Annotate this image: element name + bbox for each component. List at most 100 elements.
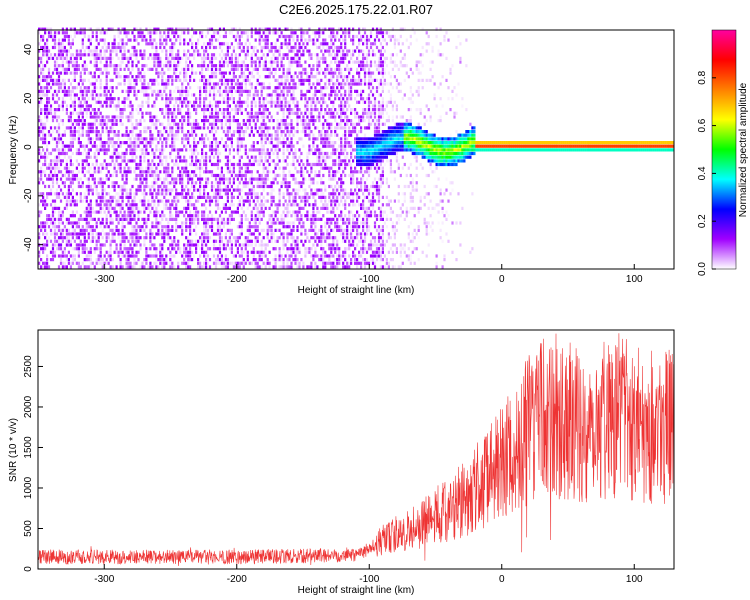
heatmap-cell xyxy=(97,93,100,97)
heatmap-cell xyxy=(262,144,265,148)
heatmap-cell xyxy=(101,38,104,42)
heatmap-cell xyxy=(238,137,241,141)
heatmap-cell xyxy=(240,108,243,112)
heatmap-cell xyxy=(169,243,172,247)
heatmap-cell xyxy=(298,148,301,152)
heatmap-cell xyxy=(220,93,223,97)
heatmap-cell xyxy=(105,71,108,75)
heatmap-cell xyxy=(236,82,239,86)
heatmap-cell xyxy=(205,45,208,50)
heatmap-cell xyxy=(55,192,59,196)
heatmap-cell xyxy=(193,122,196,126)
heatmap-cell xyxy=(111,56,114,60)
heatmap-cell xyxy=(218,34,222,39)
heatmap-cell xyxy=(139,133,142,137)
heatmap-cell xyxy=(201,239,204,243)
heatmap-cell xyxy=(208,78,212,82)
heatmap-cell xyxy=(133,203,136,207)
heatmap-cell xyxy=(75,64,78,68)
heatmap-cell xyxy=(308,148,311,152)
heatmap-cell xyxy=(236,119,239,123)
heatmap-cell xyxy=(201,141,204,145)
heatmap-cell xyxy=(185,170,188,174)
heatmap-cell xyxy=(155,181,158,185)
heatmap-cell xyxy=(270,195,273,199)
heatmap-cell xyxy=(135,64,138,68)
heatmap-cell xyxy=(77,67,80,71)
heatmap-cell xyxy=(294,130,297,134)
heatmap-cell xyxy=(224,78,227,82)
heatmap-cell xyxy=(290,122,293,126)
heatmap-cell xyxy=(276,97,279,101)
heatmap-cell xyxy=(97,42,100,46)
heatmap-cell xyxy=(61,173,64,178)
heatmap-cell xyxy=(109,199,112,203)
heatmap-cell xyxy=(246,38,249,42)
heatmap-cell xyxy=(89,261,92,265)
heatmap-cell xyxy=(91,115,94,119)
heatmap-cell xyxy=(206,119,210,123)
heatmap-cell xyxy=(175,195,178,199)
heatmap-cell xyxy=(218,93,222,97)
heatmap-cell xyxy=(306,195,309,199)
heatmap-cell xyxy=(71,104,74,108)
heatmap-cell xyxy=(252,93,255,97)
heatmap-cell xyxy=(103,31,106,35)
heatmap-cell xyxy=(109,210,112,214)
heatmap-cell xyxy=(107,119,110,123)
heatmap-cell xyxy=(252,119,255,123)
heatmap-cell xyxy=(51,258,55,262)
heatmap-cells xyxy=(38,27,674,269)
heatmap-cell xyxy=(242,258,245,262)
heatmap-cell xyxy=(59,236,63,240)
heatmap-cell xyxy=(185,236,188,240)
heatmap-cell xyxy=(214,203,218,207)
heatmap-cell xyxy=(119,64,122,68)
heatmap-cell xyxy=(226,137,229,141)
heatmap-cell xyxy=(197,42,200,46)
heatmap-cell xyxy=(276,104,279,108)
heatmap-cell xyxy=(290,60,293,64)
heatmap-cell xyxy=(185,100,188,104)
heatmap-cell xyxy=(282,119,285,123)
heatmap-cell xyxy=(163,115,166,119)
heatmap-cell xyxy=(260,56,263,60)
heatmap-cell xyxy=(222,34,225,39)
heatmap-cell xyxy=(181,232,184,236)
heatmap-cell xyxy=(123,100,126,104)
heatmap-cell xyxy=(97,232,100,236)
heatmap-cell xyxy=(203,42,206,46)
heatmap-cell xyxy=(258,38,261,42)
heatmap-cell xyxy=(139,228,142,232)
heatmap-cell xyxy=(145,137,148,141)
heatmap-cell xyxy=(69,60,72,64)
heatmap-cell xyxy=(69,177,72,181)
heatmap-cell xyxy=(163,258,166,262)
heatmap-cell xyxy=(46,108,49,112)
heatmap-cell xyxy=(262,31,265,35)
heatmap-cell xyxy=(254,122,257,126)
heatmap-cell xyxy=(44,126,47,130)
heatmap-cell xyxy=(292,203,295,207)
heatmap-cell xyxy=(304,214,307,218)
heatmap-cell xyxy=(81,261,84,265)
heatmap-cell xyxy=(302,173,305,178)
heatmap-cell xyxy=(163,261,166,265)
heatmap-cell xyxy=(246,119,249,123)
heatmap-cell xyxy=(224,162,227,167)
heatmap-cell xyxy=(109,100,112,104)
heatmap-cell xyxy=(135,49,138,53)
heatmap-cell xyxy=(69,56,72,60)
heatmap-cell xyxy=(42,225,45,229)
heatmap-cell xyxy=(155,56,158,60)
heatmap-cell xyxy=(212,217,216,221)
heatmap-cell xyxy=(53,115,57,119)
heatmap-cell xyxy=(57,137,61,141)
heatmap-cell xyxy=(65,199,68,203)
heatmap-cell xyxy=(212,232,216,236)
heatmap-cell xyxy=(157,82,160,86)
heatmap-cell xyxy=(131,155,134,159)
heatmap-cell xyxy=(145,89,148,93)
heatmap-cell xyxy=(248,239,251,243)
heatmap-cell xyxy=(262,188,265,192)
